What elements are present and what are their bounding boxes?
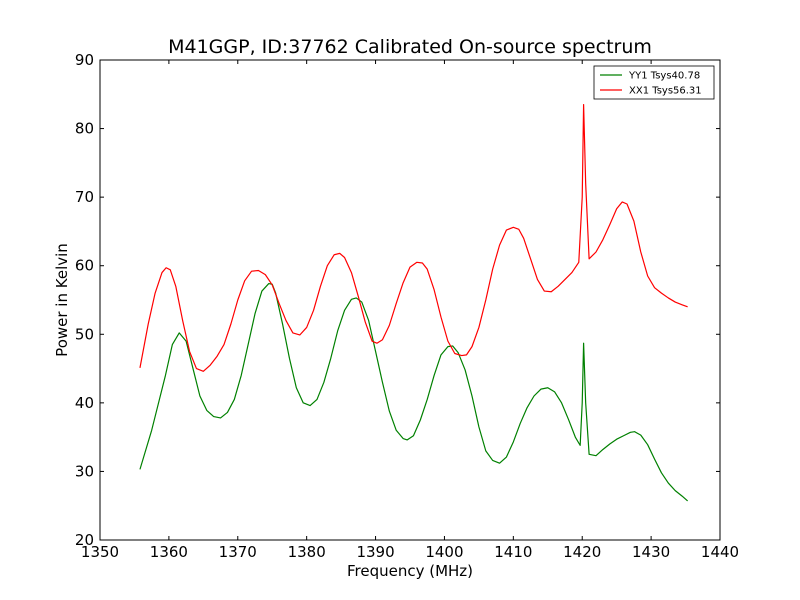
y-tick-label: 40 (75, 394, 94, 412)
series-line-xx1 (139, 103, 688, 372)
y-axis-label: Power in Kelvin (53, 243, 71, 357)
y-axis-ticks: 20 30 40 50 60 70 80 90 (75, 51, 720, 549)
x-tick-label: 1350 (81, 543, 119, 561)
y-tick-label: 80 (75, 120, 94, 138)
series-line-yy1 (139, 282, 689, 502)
y-tick-label: 70 (75, 188, 94, 206)
x-tick-label: 1370 (219, 543, 257, 561)
y-tick-label: 20 (75, 531, 94, 549)
y-tick-label: 50 (75, 325, 94, 343)
x-axis-ticks: 1350 1360 1370 1380 1390 1400 1410 1420 1430 1440 (81, 60, 739, 561)
x-tick-label: 1430 (632, 543, 670, 561)
x-tick-label: 1380 (288, 543, 326, 561)
x-tick-label: 1440 (701, 543, 739, 561)
x-axis-label: Frequency (MHz) (347, 562, 473, 580)
x-tick-label: 1390 (356, 543, 394, 561)
series-layer (139, 103, 689, 502)
x-tick-label: 1410 (494, 543, 532, 561)
legend: YY1 Tsys40.78 XX1 Tsys56.31 (593, 65, 715, 100)
y-tick-label: 30 (75, 462, 94, 480)
chart-title: M41GGP, ID:37762 Calibrated On-source sp… (168, 36, 652, 58)
legend-label-xx1: XX1 Tsys56.31 (629, 86, 702, 97)
plot-area (99, 59, 721, 541)
y-tick-label: 60 (75, 257, 94, 275)
x-tick-label: 1400 (425, 543, 463, 561)
x-tick-label: 1360 (150, 543, 188, 561)
legend-label-yy1: YY1 Tsys40.78 (628, 71, 700, 82)
legend-box (593, 65, 715, 100)
y-tick-label: 90 (75, 51, 94, 69)
x-tick-label: 1420 (563, 543, 601, 561)
